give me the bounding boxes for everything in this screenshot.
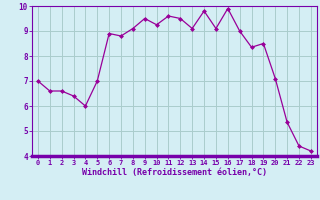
X-axis label: Windchill (Refroidissement éolien,°C): Windchill (Refroidissement éolien,°C): [82, 168, 267, 177]
